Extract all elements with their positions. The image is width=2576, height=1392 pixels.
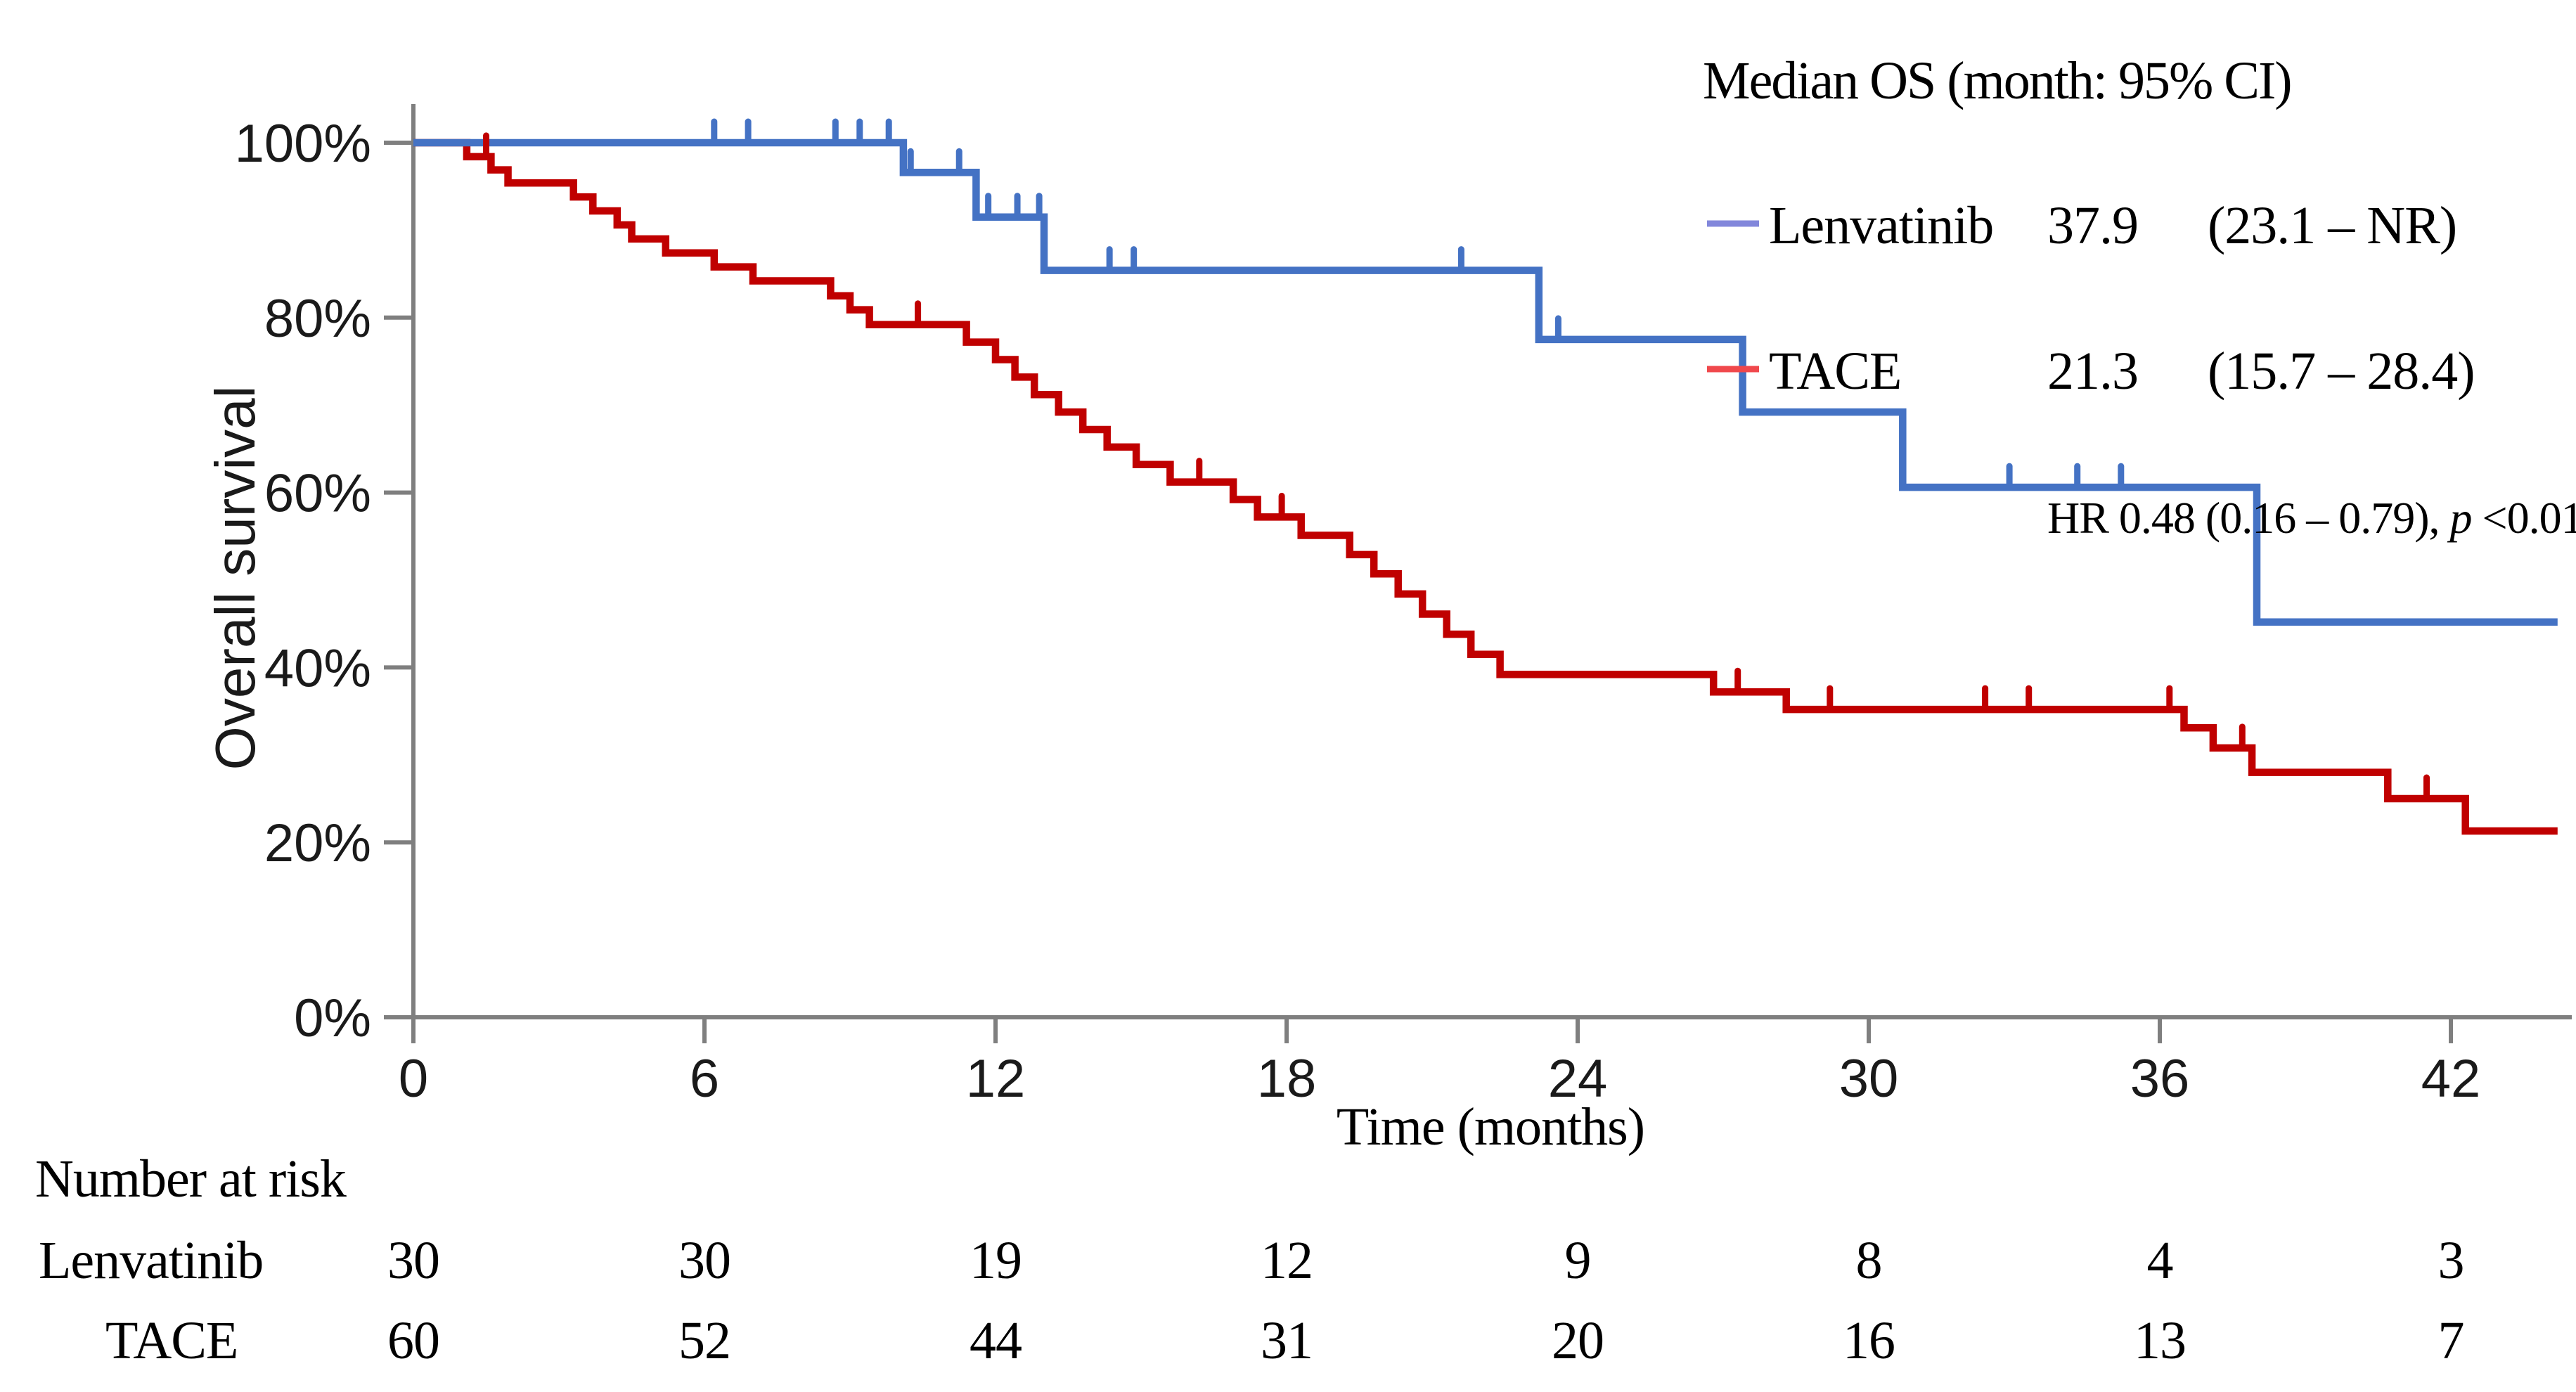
number-at-risk-title: Number at risk	[35, 1149, 347, 1209]
legend-label-tace: TACE	[1769, 342, 1901, 401]
x-tick-label: 36	[2130, 1049, 2190, 1109]
risk-count-lenvatinib: 30	[387, 1231, 439, 1290]
legend-title: Median OS (month: 95% CI)	[1703, 51, 2291, 110]
risk-count-lenvatinib: 3	[2438, 1231, 2464, 1290]
censor-marks	[483, 118, 2430, 800]
risk-count-lenvatinib: 4	[2147, 1231, 2173, 1290]
risk-count-lenvatinib: 19	[970, 1231, 1022, 1290]
y-tick-label: 80%	[264, 289, 371, 349]
number-at-risk-values: 30 30 19 12 9 8 4 3 60 52 44 31 20 16 13 7	[387, 1231, 2465, 1370]
risk-count-lenvatinib: 8	[1856, 1231, 1882, 1290]
risk-row-label-tace: TACE	[105, 1311, 238, 1370]
risk-count-tace: 16	[1843, 1311, 1895, 1370]
x-tick-label: 42	[2421, 1049, 2481, 1109]
risk-count-lenvatinib: 9	[1565, 1231, 1591, 1290]
legend-label-lenvatinib: Lenvatinib	[1769, 196, 1993, 255]
legend: Median OS (month: 95% CI) Lenvatinib 37.…	[1703, 51, 2576, 543]
risk-count-tace: 13	[2134, 1311, 2186, 1370]
number-at-risk-table: Number at risk Lenvatinib TACE	[35, 1149, 347, 1370]
risk-count-tace: 7	[2438, 1311, 2464, 1370]
x-tick-label: 0	[399, 1049, 428, 1109]
risk-row-label-lenvatinib: Lenvatinib	[39, 1231, 263, 1290]
x-axis-title: Time (months)	[1337, 1097, 1644, 1156]
y-tick-label: 20%	[264, 813, 371, 873]
legend-median-tace: 21.3	[2047, 342, 2138, 401]
hr-p-italic: p	[2447, 493, 2472, 543]
legend-entry-lenvatinib: Lenvatinib 37.9 (23.1 – NR)	[1707, 196, 2457, 255]
axes	[384, 104, 2572, 1043]
hr-text-after: <0.01	[2472, 493, 2576, 543]
x-tick-label: 24	[1548, 1049, 1608, 1109]
y-tick-label: 40%	[264, 638, 371, 698]
km-curves	[413, 138, 2558, 835]
legend-ci-tace: (15.7 – 28.4)	[2208, 342, 2475, 401]
tick-labels: 0% 20% 40% 60% 80% 100% 0 6 12 18 24 30 36 42	[235, 114, 2481, 1109]
risk-count-tace: 60	[387, 1311, 439, 1370]
y-tick-label: 0%	[294, 988, 371, 1048]
km-curve-tace	[413, 138, 2558, 835]
km-curve-lenvatinib	[413, 138, 2558, 626]
risk-count-tace: 31	[1261, 1311, 1313, 1370]
legend-ci-lenvatinib: (23.1 – NR)	[2208, 196, 2456, 255]
risk-count-lenvatinib: 12	[1261, 1231, 1313, 1290]
risk-count-tace: 20	[1552, 1311, 1604, 1370]
y-tick-label: 100%	[235, 114, 371, 174]
x-tick-label: 12	[966, 1049, 1026, 1109]
y-tick-label: 60%	[264, 464, 371, 524]
risk-count-lenvatinib: 30	[678, 1231, 730, 1290]
risk-count-tace: 52	[678, 1311, 730, 1370]
x-tick-label: 30	[1839, 1049, 1899, 1109]
y-axis-title: Overall survival	[204, 386, 266, 771]
risk-count-tace: 44	[970, 1311, 1022, 1370]
x-tick-label: 18	[1257, 1049, 1317, 1109]
hr-text-before: HR 0.48 (0.16 – 0.79),	[2047, 493, 2450, 543]
hazard-ratio-text: HR 0.48 (0.16 – 0.79), p <0.01	[2047, 493, 2576, 543]
legend-entry-tace: TACE 21.3 (15.7 – 28.4)	[1707, 342, 2475, 401]
legend-median-lenvatinib: 37.9	[2047, 196, 2138, 255]
x-tick-label: 6	[690, 1049, 719, 1109]
